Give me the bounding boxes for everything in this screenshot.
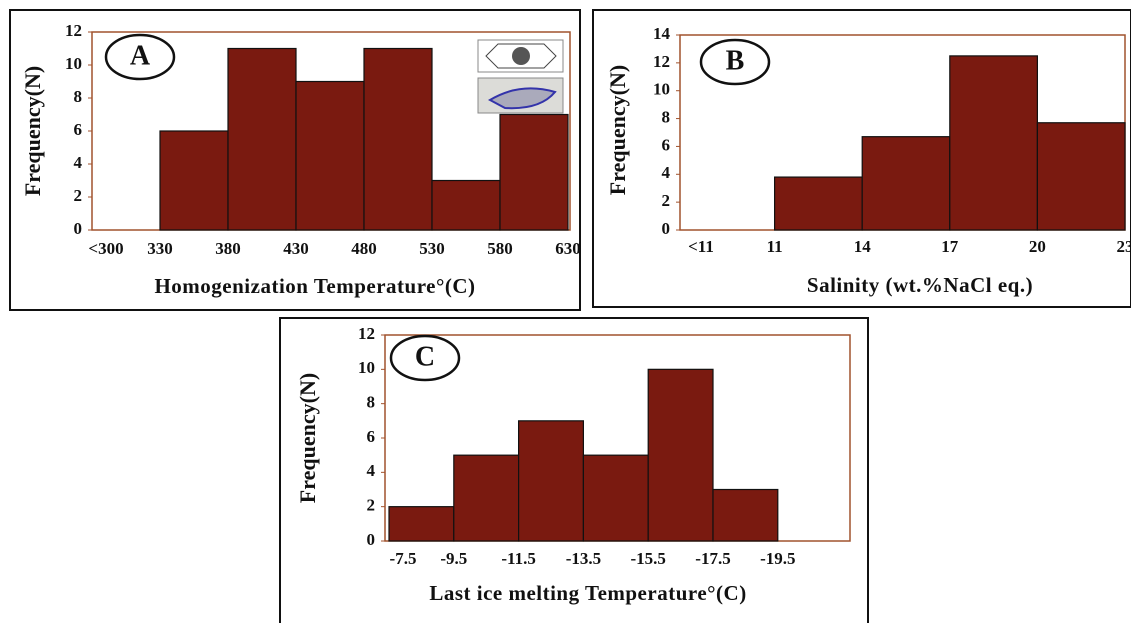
x-tick-label: 530 [419,239,445,258]
y-tick-label: 6 [367,427,376,446]
bar [453,454,520,542]
y-tick-label: 4 [74,153,83,172]
y-tick-label: 14 [653,24,671,43]
y-tick-label: 12 [65,21,82,40]
bar [773,176,863,231]
y-tick-label: 8 [662,107,671,126]
x-tick-label: 480 [351,239,377,258]
x-tick-label: 380 [215,239,241,258]
y-axis-label: Frequency(N) [295,373,320,503]
y-axis-label: Frequency(N) [20,66,45,196]
bar [295,80,365,231]
x-tick-label: 14 [854,237,872,256]
panel-label: C [415,341,435,372]
bar [499,113,569,231]
y-tick-label: 8 [367,393,376,412]
bar [647,368,714,542]
panel: 0 2 4 6 8 10 12 14 <11 11 14 17 20 23 B Frequency(N) Sal… [592,9,1131,308]
y-axis-label: Frequency(N) [605,65,630,195]
x-tick-label: 430 [283,239,309,258]
x-tick-label: -11.5 [501,549,535,568]
x-tick-label: 580 [487,239,513,258]
x-tick-label: <11 [688,237,714,256]
bar [363,47,433,231]
panel: 0 2 4 6 8 10 12 -7.5 -9.5 -11.5 -13.5 -15.5 -17.5 -19… [279,317,869,623]
x-tick-label: 20 [1029,237,1046,256]
y-tick-label: 8 [74,87,83,106]
x-tick-label: -17.5 [695,549,730,568]
bar [517,420,584,542]
x-tick-label: 11 [767,237,783,256]
panel-border [279,317,869,623]
x-axis-label: Homogenization Temperature°(C) [154,274,475,298]
bar [388,506,455,542]
y-tick-label: 10 [65,54,82,73]
x-axis-label: Last ice melting Temperature°(C) [429,581,746,605]
inset-shape [485,43,557,69]
panel-border [592,9,1131,308]
y-tick-label: 0 [74,219,83,238]
x-tick-label: -15.5 [630,549,665,568]
y-tick-label: 2 [74,186,83,205]
panel: 0 2 4 6 8 10 12 <300 330 380 430 480 530 580 630 A Frequ… [9,9,581,311]
bar [1036,122,1126,231]
y-tick-label: 12 [358,324,375,343]
x-tick-label: 630 [555,239,581,258]
bar [582,454,649,542]
y-tick-label: 12 [653,52,670,71]
y-tick-label: 10 [358,358,375,377]
inset-inclusion [487,87,557,110]
panel-label-circle [389,334,461,382]
panel-border [9,9,581,311]
y-tick-label: 2 [662,191,671,210]
y-tick-label: 0 [662,219,671,238]
x-tick-label: <300 [88,239,123,258]
x-tick-label: -7.5 [390,549,417,568]
y-tick-label: 2 [367,496,376,515]
inset-images [477,39,564,114]
y-tick-label: 10 [653,80,670,99]
bar [159,130,229,231]
bar [431,179,501,231]
bar [949,55,1038,231]
panel-label-circle [104,33,176,81]
panel-label: B [726,45,745,76]
y-tick-label: 0 [367,530,376,549]
x-tick-label: -13.5 [566,549,601,568]
y-tick-label: 6 [662,135,671,154]
x-tick-label: 23 [1117,237,1131,256]
x-tick-label: -19.5 [760,549,795,568]
y-tick-label: 6 [74,120,83,139]
y-tick-label: 4 [367,461,376,480]
inset-bubble [512,47,530,65]
bar [227,47,297,231]
bar [712,488,779,542]
x-tick-label: 17 [941,237,959,256]
panel-label: A [130,40,151,71]
x-tick-label: -9.5 [440,549,467,568]
x-axis-label: Salinity (wt.%NaCl eq.) [807,273,1033,297]
bar [861,136,951,231]
panel-label-circle [699,38,771,86]
y-tick-label: 4 [662,163,671,182]
x-tick-label: 330 [147,239,173,258]
